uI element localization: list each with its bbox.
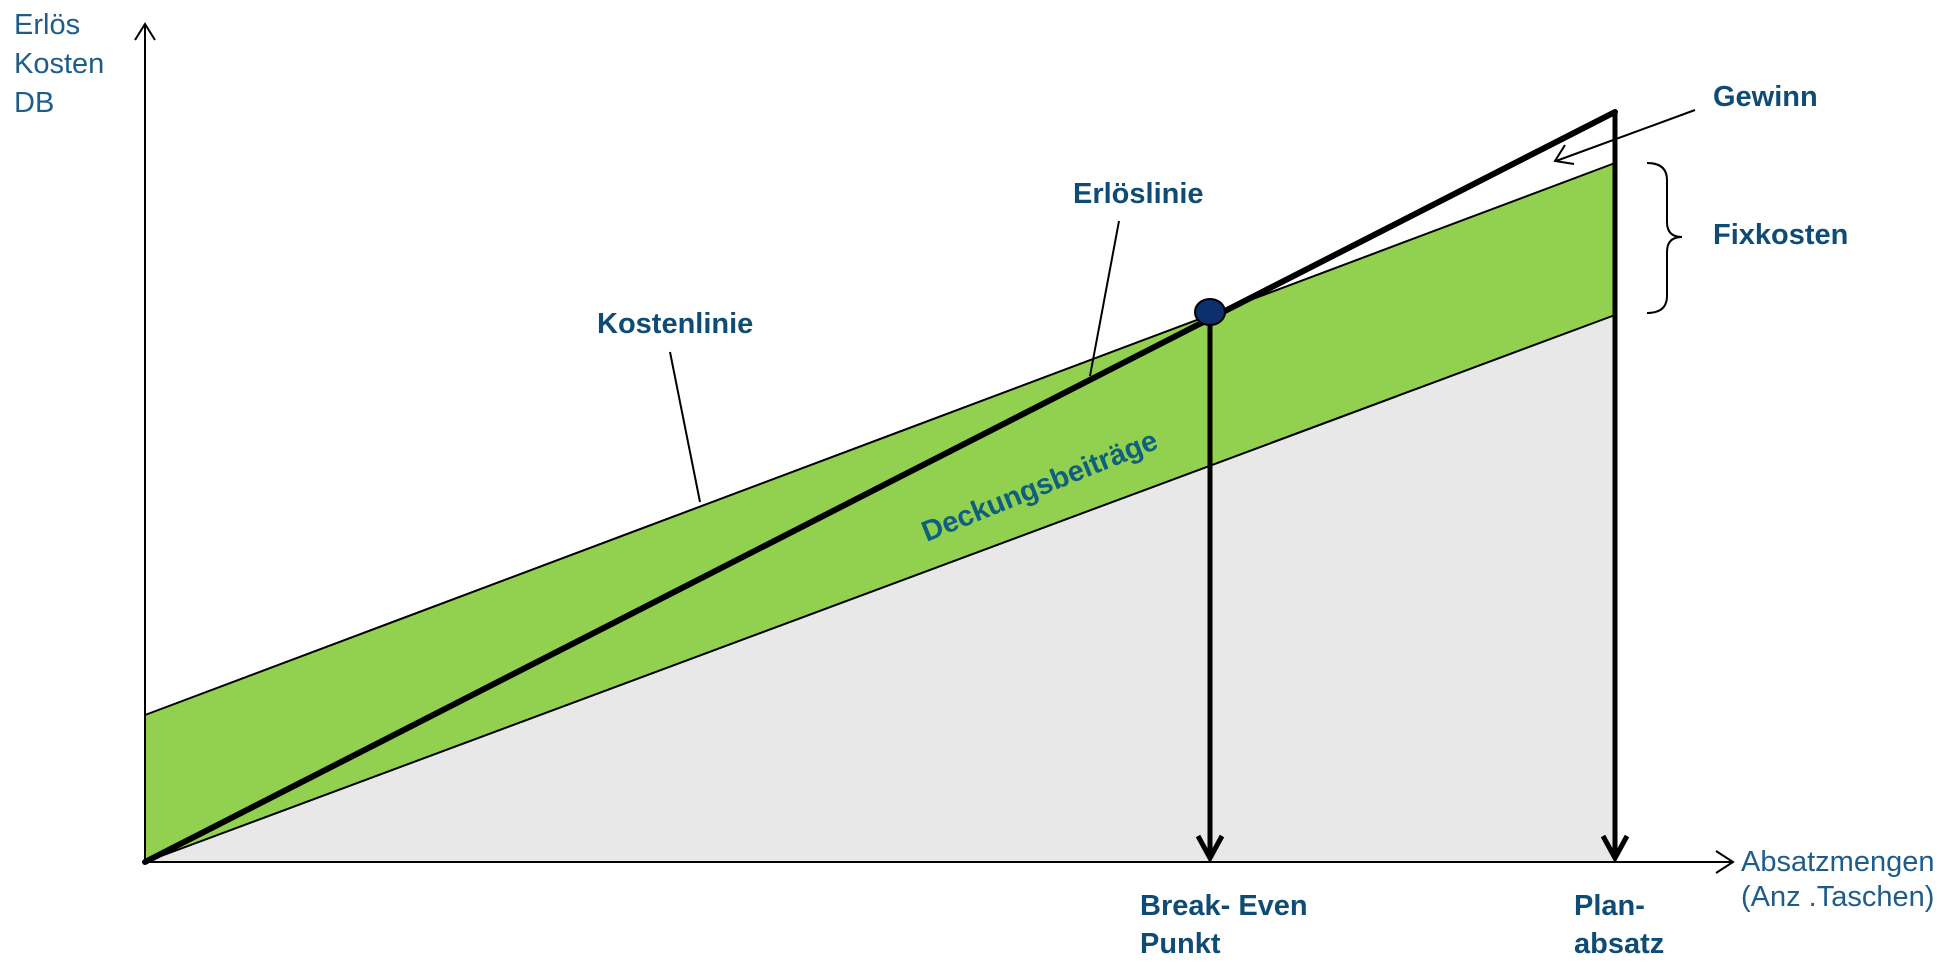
planabsatz-label: Plan- absatz [1574, 887, 1664, 963]
gewinn-pointer-arrowhead [1553, 144, 1575, 165]
variable-cost-line [144, 314, 1616, 863]
fixkosten-label: Fixkosten [1713, 219, 1849, 251]
x-axis-label-line-2: (Anz .Taschen) [1741, 881, 1935, 913]
gewinn-pointer-arrow [1555, 109, 1696, 162]
y-axis-arrowhead [134, 22, 156, 41]
cost-line [144, 162, 1616, 716]
plan-sales-arrowhead [1600, 834, 1630, 864]
erloeslinie-leader [1089, 220, 1120, 377]
fixkosten-brace [1646, 162, 1683, 314]
break-even-point [1194, 298, 1226, 326]
x-axis-label-line-1: Absatzmengen [1741, 846, 1935, 878]
planabsatz-label-line-2: absatz [1574, 928, 1665, 960]
revenue-line [142, 109, 1618, 865]
break-even-label: Break- Even Punkt [1140, 887, 1308, 963]
kostenlinie-leader [669, 351, 701, 503]
break-even-arrowhead [1195, 834, 1225, 864]
y-axis-label-line-2: Kosten [14, 48, 105, 80]
kostenlinie-label: Kostenlinie [597, 308, 754, 340]
erloeslinie-label: Erlöslinie [1073, 178, 1204, 210]
y-axis-label-line-3: DB [14, 87, 55, 119]
break-even-label-line-2: Punkt [1140, 928, 1221, 960]
y-axis-label: Erlös Kosten DB [14, 6, 104, 123]
break-even-label-line-1: Break- Even [1140, 890, 1308, 922]
x-axis-label: Absatzmengen (Anz .Taschen) [1741, 845, 1934, 915]
gewinn-label: Gewinn [1713, 81, 1818, 113]
planabsatz-label-line-1: Plan- [1574, 890, 1645, 922]
y-axis-label-line-1: Erlös [14, 9, 81, 41]
contribution-margin-band [145, 163, 1615, 862]
x-axis-arrowhead [1715, 850, 1735, 874]
